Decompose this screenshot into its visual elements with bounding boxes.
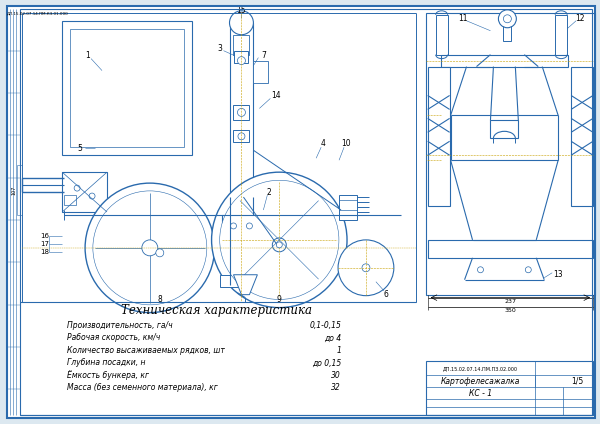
Circle shape <box>93 191 207 305</box>
Circle shape <box>74 185 80 191</box>
Bar <box>64 195 76 205</box>
Circle shape <box>230 223 236 229</box>
Circle shape <box>220 180 339 299</box>
Text: 15: 15 <box>236 6 246 15</box>
Text: КС - 1: КС - 1 <box>469 389 492 398</box>
Bar <box>226 218 257 234</box>
Circle shape <box>247 223 253 229</box>
Bar <box>571 67 593 206</box>
Text: ДП.15.02.07.14.ПМ.КЗ.01.000: ДП.15.02.07.14.ПМ.КЗ.01.000 <box>7 12 68 16</box>
Text: 107: 107 <box>12 185 17 195</box>
Bar <box>428 67 449 206</box>
Circle shape <box>89 193 95 199</box>
Text: 32: 32 <box>331 383 341 392</box>
Bar <box>70 29 184 147</box>
Text: до 0,15: до 0,15 <box>312 358 341 367</box>
Circle shape <box>156 249 164 257</box>
Text: ДП.15.02.07.14.ПМ.ПЗ.02.000: ДП.15.02.07.14.ПМ.ПЗ.02.000 <box>443 366 518 371</box>
Text: 1/5: 1/5 <box>571 377 583 386</box>
Circle shape <box>362 264 370 272</box>
Text: 17: 17 <box>40 241 49 247</box>
Bar <box>490 120 518 138</box>
Text: Техническая характеристика: Техническая характеристика <box>121 304 312 317</box>
Text: 2: 2 <box>267 187 272 197</box>
Text: Количество высаживаемых рядков, шт: Количество высаживаемых рядков, шт <box>67 346 225 355</box>
Text: 0,1-0,15: 0,1-0,15 <box>309 321 341 330</box>
Bar <box>426 361 593 415</box>
Text: 1: 1 <box>336 346 341 355</box>
Bar <box>233 106 250 120</box>
Circle shape <box>238 57 245 64</box>
Bar <box>426 13 595 295</box>
Text: 30: 30 <box>331 371 341 380</box>
Text: 8: 8 <box>157 295 162 304</box>
Text: 4: 4 <box>320 139 326 148</box>
Bar <box>503 23 511 41</box>
Text: 14: 14 <box>272 91 281 100</box>
Text: 12: 12 <box>575 14 585 23</box>
Text: Картофелесажалка: Картофелесажалка <box>441 377 520 386</box>
Text: 6: 6 <box>383 290 388 299</box>
Bar <box>220 275 263 287</box>
Bar <box>253 61 268 83</box>
Text: Глубина посадки, н: Глубина посадки, н <box>67 358 146 367</box>
Polygon shape <box>233 275 257 295</box>
Bar <box>233 130 250 142</box>
Bar <box>221 215 262 237</box>
Text: 11: 11 <box>458 14 467 23</box>
Circle shape <box>499 10 517 28</box>
Circle shape <box>503 15 511 23</box>
Text: Производительность, га/ч: Производительность, га/ч <box>67 321 173 330</box>
Text: 237: 237 <box>505 299 517 304</box>
Circle shape <box>145 243 155 253</box>
Text: 3: 3 <box>217 44 222 53</box>
Circle shape <box>238 109 245 116</box>
Bar <box>230 23 253 197</box>
Circle shape <box>277 242 282 248</box>
Text: 16: 16 <box>40 233 49 239</box>
Bar <box>62 172 107 212</box>
Text: 5: 5 <box>77 144 83 153</box>
Bar <box>233 35 250 55</box>
Bar <box>428 240 593 258</box>
Circle shape <box>85 183 215 312</box>
Bar <box>440 55 568 67</box>
Bar <box>235 50 248 63</box>
Circle shape <box>230 11 253 35</box>
Text: Масса (без семенного материала), кг: Масса (без семенного материала), кг <box>67 383 218 392</box>
Bar <box>339 195 357 220</box>
Text: 350: 350 <box>505 308 516 313</box>
Text: 9: 9 <box>277 295 282 304</box>
Text: 10: 10 <box>341 139 351 148</box>
Circle shape <box>338 240 394 296</box>
Circle shape <box>212 172 347 307</box>
Bar <box>555 15 567 55</box>
Circle shape <box>272 238 286 252</box>
Text: 13: 13 <box>553 270 563 279</box>
Text: Рабочая скорость, км/ч: Рабочая скорость, км/ч <box>67 334 160 343</box>
Bar <box>436 15 448 55</box>
Bar <box>62 21 191 155</box>
Circle shape <box>478 267 484 273</box>
Circle shape <box>526 267 531 273</box>
Text: Ёмкость бункера, кг: Ёмкость бункера, кг <box>67 371 149 380</box>
Text: 18: 18 <box>40 249 49 255</box>
Text: 1: 1 <box>85 51 89 60</box>
Circle shape <box>142 240 158 256</box>
Circle shape <box>238 133 245 140</box>
Text: 7: 7 <box>261 51 266 60</box>
Text: до 4: до 4 <box>324 334 341 343</box>
